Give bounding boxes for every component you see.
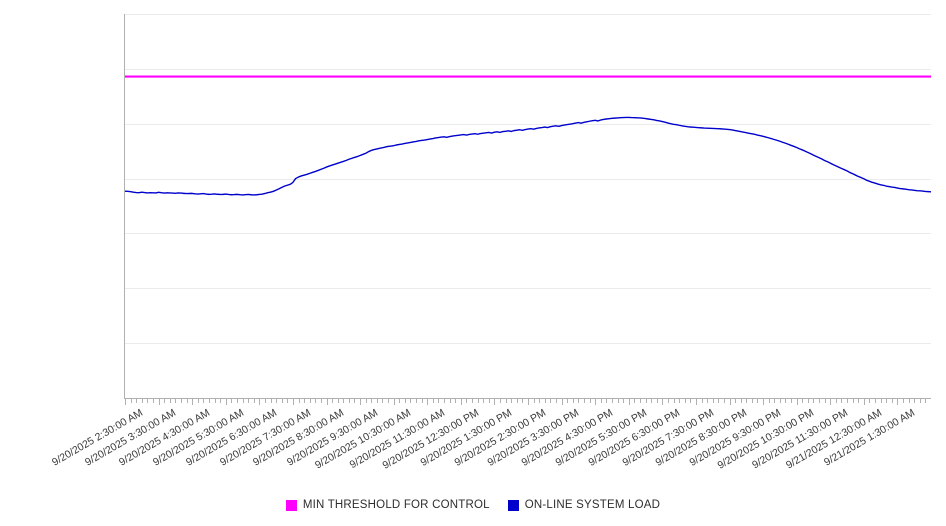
- x-axis-line: [125, 398, 931, 399]
- x-axis-tick-labels: 9/20/2025 2:30:00 AM 9/20/2025 3:30:00 AM…: [0, 398, 946, 488]
- y-axis-line: [124, 14, 125, 399]
- x-axis-tick-marks: [125, 399, 926, 405]
- legend-label: ON-LINE SYSTEM LOAD: [524, 499, 661, 511]
- plot-svg: [125, 14, 931, 344]
- gridlines: [125, 14, 931, 344]
- legend-label: MIN THRESHOLD FOR CONTROL: [302, 499, 490, 511]
- plot-area: [125, 14, 931, 398]
- legend-entry[interactable]: MIN THRESHOLD FOR CONTROL: [285, 499, 490, 511]
- legend-entry[interactable]: ON-LINE SYSTEM LOAD: [507, 499, 661, 511]
- legend-swatch-icon: [285, 499, 297, 511]
- legend-swatch-icon: [507, 499, 519, 511]
- series-layer: [125, 75, 931, 196]
- chart-legend: MIN THRESHOLD FOR CONTROL ON-LINE SYSTEM …: [0, 494, 946, 516]
- series-line-2: [125, 116, 931, 196]
